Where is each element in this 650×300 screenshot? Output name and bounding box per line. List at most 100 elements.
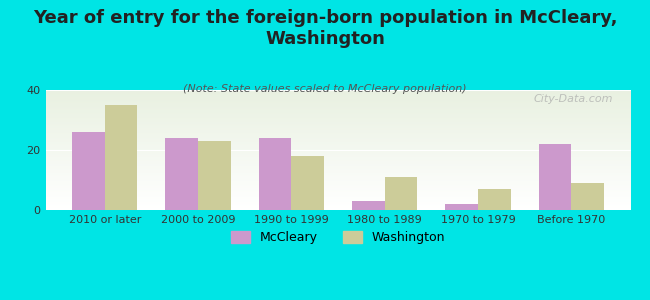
Bar <box>352 201 385 210</box>
Bar <box>46 95 630 96</box>
Bar <box>46 133 630 134</box>
Bar <box>46 178 630 179</box>
Bar <box>46 130 630 131</box>
Bar <box>291 156 324 210</box>
Bar <box>46 144 630 145</box>
Bar <box>46 114 630 115</box>
Bar <box>46 125 630 126</box>
Bar <box>46 98 630 100</box>
Bar <box>46 112 630 113</box>
Bar <box>478 189 511 210</box>
Bar <box>46 138 630 139</box>
Bar <box>46 173 630 174</box>
Bar <box>46 120 630 121</box>
Bar <box>46 136 630 137</box>
Bar <box>46 182 630 184</box>
Bar <box>46 127 630 128</box>
Bar <box>46 150 630 151</box>
Bar <box>46 191 630 192</box>
Bar <box>46 94 630 95</box>
Bar <box>46 113 630 114</box>
Bar <box>46 106 630 107</box>
Bar <box>46 160 630 161</box>
Bar <box>46 204 630 205</box>
Bar <box>46 199 630 200</box>
Bar <box>46 194 630 196</box>
Bar <box>46 140 630 142</box>
Bar <box>46 145 630 146</box>
Bar <box>46 188 630 190</box>
Bar <box>46 180 630 181</box>
Bar <box>539 144 571 210</box>
Bar <box>46 161 630 162</box>
Bar <box>46 110 630 112</box>
Bar <box>46 143 630 144</box>
Bar <box>46 155 630 156</box>
Bar <box>46 109 630 110</box>
Bar <box>46 132 630 133</box>
Bar <box>46 206 630 208</box>
Bar <box>46 176 630 178</box>
Bar <box>46 205 630 206</box>
Bar <box>46 187 630 188</box>
Bar <box>46 203 630 204</box>
Text: (Note: State values scaled to McCleary population): (Note: State values scaled to McCleary p… <box>183 84 467 94</box>
Bar <box>46 107 630 108</box>
Bar <box>46 157 630 158</box>
Bar <box>46 103 630 104</box>
Bar <box>46 118 630 119</box>
Bar <box>46 134 630 136</box>
Bar <box>46 142 630 143</box>
Bar <box>46 208 630 209</box>
Bar <box>46 139 630 140</box>
Bar <box>46 137 630 138</box>
Bar <box>46 200 630 202</box>
Bar <box>198 141 231 210</box>
Bar <box>46 202 630 203</box>
Bar <box>46 196 630 197</box>
Bar <box>46 164 630 166</box>
Bar <box>571 183 604 210</box>
Bar <box>46 154 630 155</box>
Bar <box>46 108 630 109</box>
Bar <box>46 168 630 169</box>
Bar <box>46 151 630 152</box>
Bar <box>46 128 630 130</box>
Legend: McCleary, Washington: McCleary, Washington <box>226 226 450 249</box>
Bar <box>46 158 630 160</box>
Bar <box>46 186 630 187</box>
Bar <box>46 100 630 101</box>
Bar <box>46 149 630 150</box>
Bar <box>46 102 630 103</box>
Bar <box>46 175 630 176</box>
Bar <box>46 90 630 91</box>
Bar <box>46 169 630 170</box>
Bar <box>46 124 630 125</box>
Bar <box>46 121 630 122</box>
Bar <box>445 204 478 210</box>
Bar <box>46 126 630 127</box>
Bar <box>46 184 630 185</box>
Bar <box>46 115 630 116</box>
Bar <box>46 163 630 164</box>
Bar <box>46 156 630 157</box>
Bar <box>46 174 630 175</box>
Bar <box>46 152 630 154</box>
Text: City-Data.com: City-Data.com <box>534 94 613 103</box>
Bar <box>46 131 630 132</box>
Bar <box>46 101 630 102</box>
Bar <box>46 197 630 198</box>
Bar <box>46 181 630 182</box>
Bar <box>46 97 630 98</box>
Bar <box>46 167 630 168</box>
Bar <box>46 179 630 180</box>
Bar <box>46 92 630 94</box>
Bar <box>46 162 630 163</box>
Bar <box>46 119 630 120</box>
Bar <box>46 185 630 186</box>
Bar <box>46 198 630 199</box>
Bar <box>46 172 630 173</box>
Bar <box>46 170 630 172</box>
Bar <box>46 96 630 97</box>
Bar <box>46 193 630 194</box>
